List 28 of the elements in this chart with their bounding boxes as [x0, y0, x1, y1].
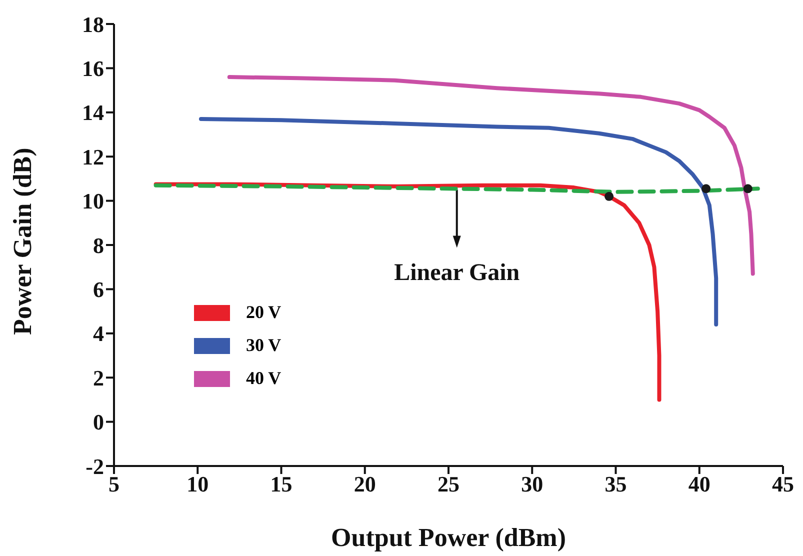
- x-tick-label: 5: [108, 472, 120, 497]
- y-tick-label: 16: [82, 56, 104, 82]
- y-axis-title: Power Gain (dB): [8, 148, 38, 335]
- y-tick-label: 14: [82, 100, 104, 126]
- y-tick-label: -2: [86, 454, 104, 479]
- x-tick-label: 25: [438, 472, 460, 497]
- y-tick-label: 6: [93, 277, 104, 302]
- annotation: Linear Gain: [394, 260, 520, 286]
- y-tick-label: 4: [93, 321, 104, 346]
- y-tick-label: 8: [93, 232, 104, 258]
- y-tick-label: 18: [82, 12, 104, 37]
- x-tick-label: 20: [354, 472, 376, 497]
- y-tick-label: 12: [82, 144, 104, 170]
- x-tick-label: 10: [186, 472, 209, 497]
- line-series: [154, 183, 760, 194]
- x-tick-label: 40: [688, 472, 710, 497]
- legend-label: 40 V: [246, 368, 282, 389]
- y-tick-label: 0: [93, 410, 104, 435]
- legend-label: 20 V: [246, 302, 282, 323]
- y-tick-label: 10: [82, 188, 104, 214]
- x-tick-label: 15: [270, 472, 292, 497]
- x-tick-label: 35: [604, 472, 627, 497]
- x-tick-label: 45: [772, 472, 794, 497]
- y-tick-label: 2: [93, 365, 104, 390]
- line-series: [198, 117, 718, 327]
- x-tick-label: 30: [521, 472, 544, 497]
- legend-label: 30 V: [246, 335, 282, 356]
- x-axis-title: Output Power (dBm): [331, 523, 566, 552]
